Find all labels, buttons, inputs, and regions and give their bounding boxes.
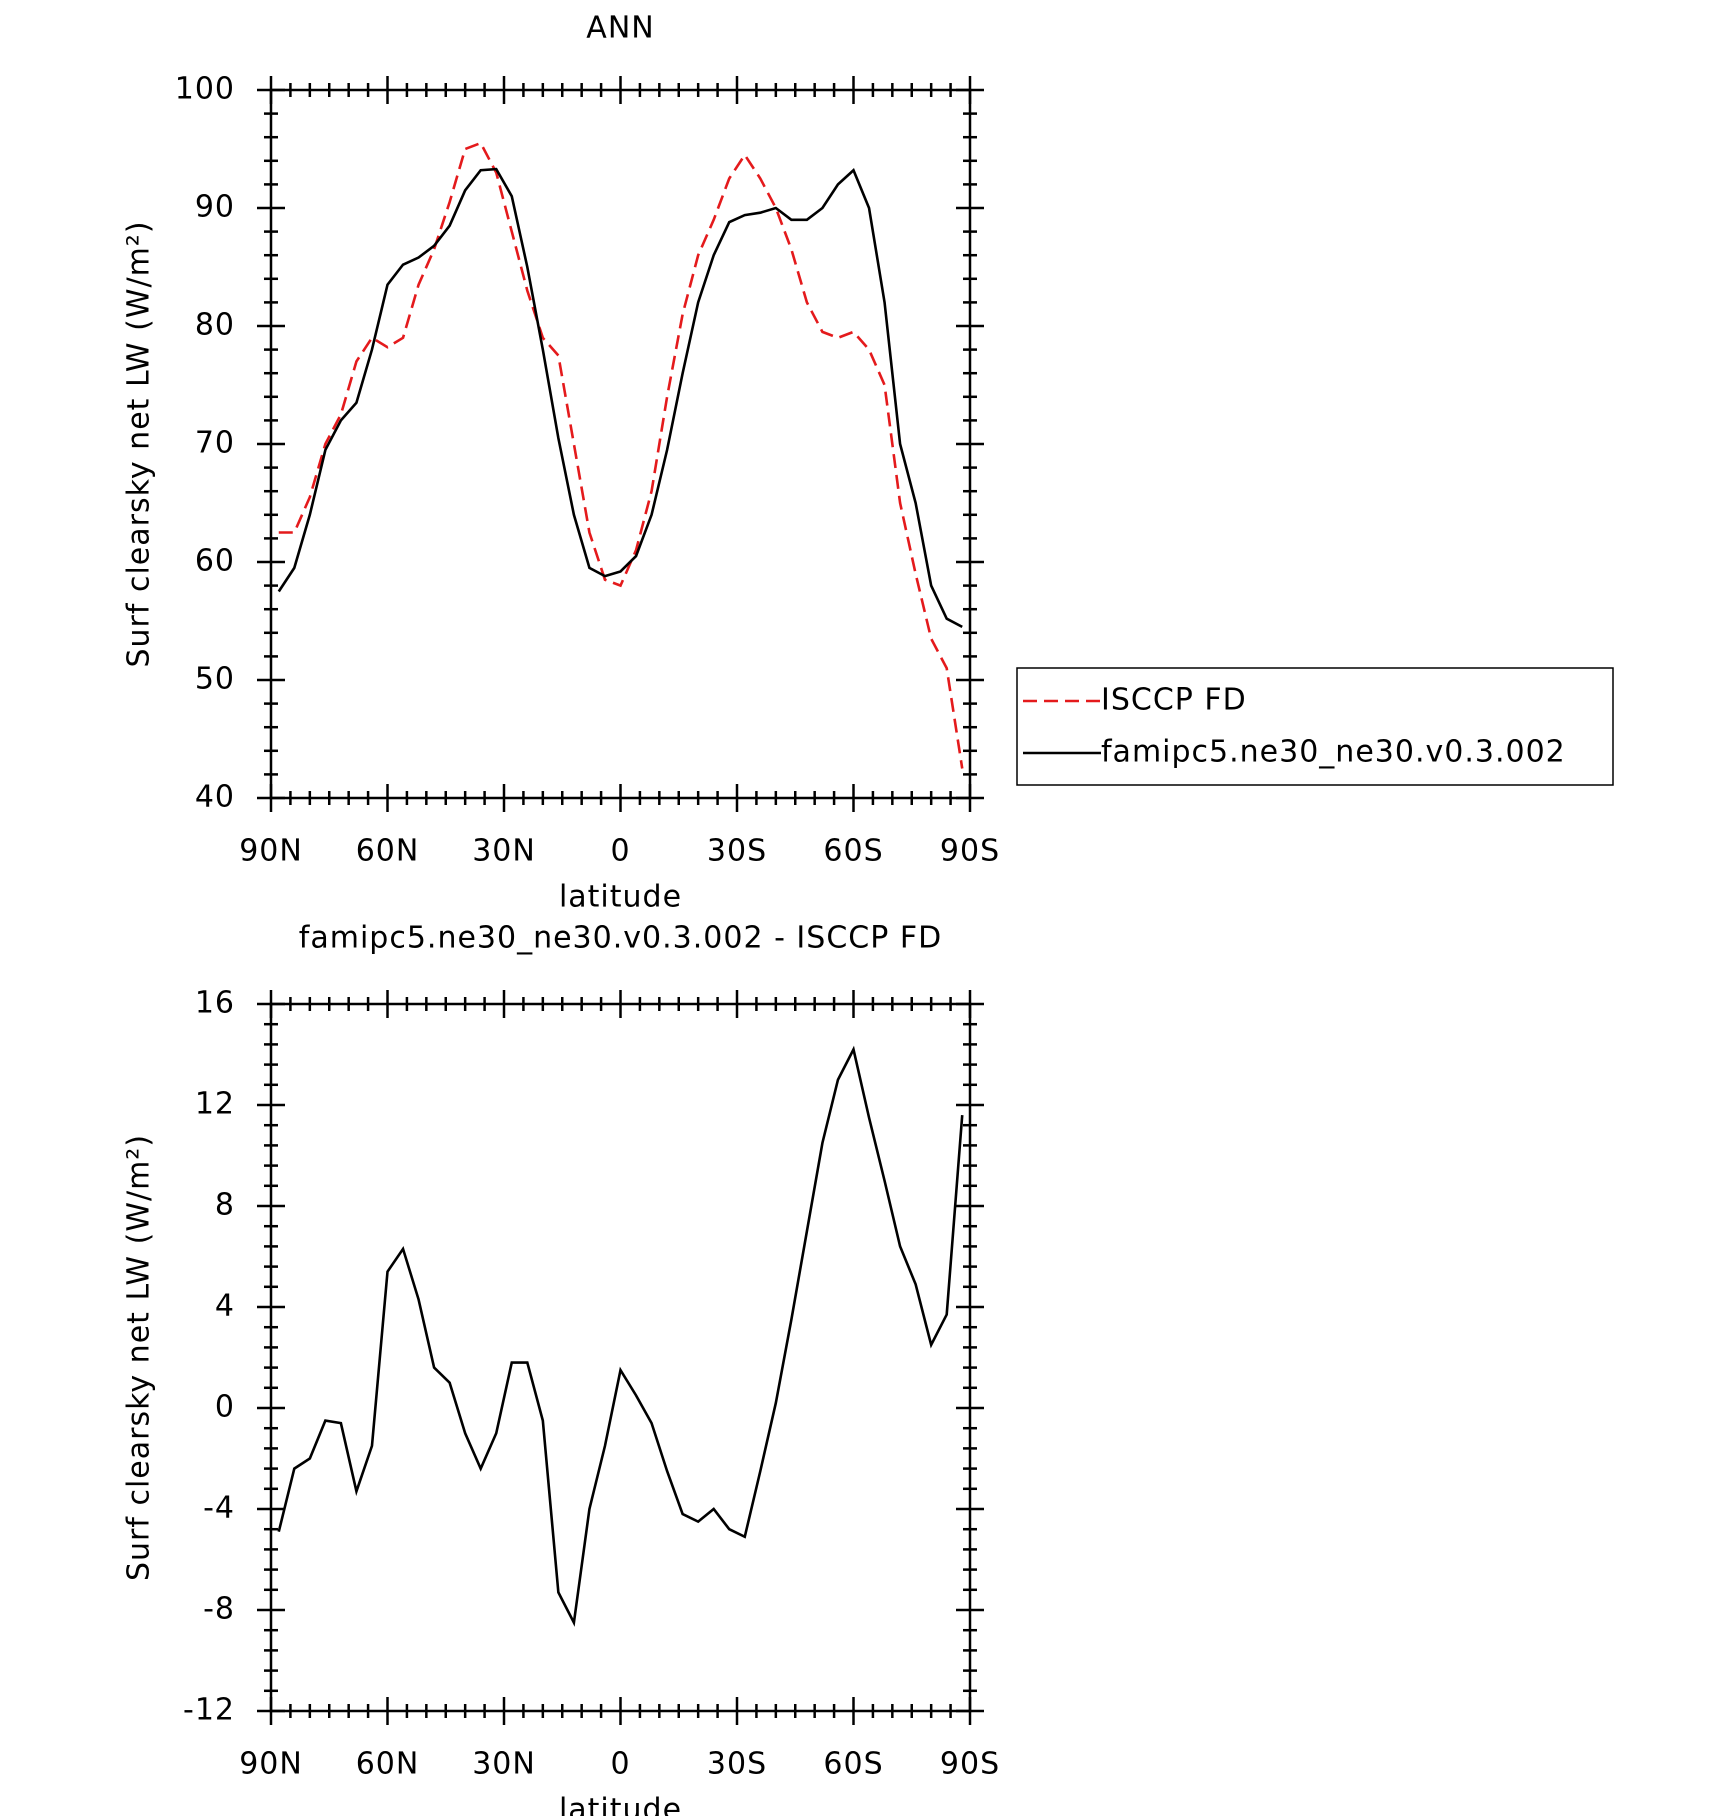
x-tick-label: 90N bbox=[239, 1747, 303, 1782]
y-tick-label: 90 bbox=[195, 190, 235, 225]
y-axis-label: Surf clearsky net LW (W/m²) bbox=[122, 220, 157, 667]
y-tick-label: 8 bbox=[215, 1188, 235, 1223]
x-tick-label: 30S bbox=[707, 834, 767, 869]
x-tick-label: 60N bbox=[356, 834, 420, 869]
y-tick-label: 12 bbox=[195, 1087, 235, 1122]
x-axis-label: latitude bbox=[559, 1793, 682, 1816]
y-tick-label: -4 bbox=[203, 1491, 235, 1526]
data-line bbox=[278, 141, 964, 769]
y-tick-label: 80 bbox=[195, 308, 235, 343]
data-line bbox=[277, 1045, 964, 1627]
y-axis-label: Surf clearsky net LW (W/m²) bbox=[122, 1134, 157, 1581]
y-tick-label: -12 bbox=[183, 1693, 235, 1728]
x-tick-label: 0 bbox=[610, 834, 630, 869]
chart-title: ANN bbox=[586, 11, 654, 46]
y-tick-label: 16 bbox=[195, 986, 235, 1021]
x-tick-label: 90S bbox=[940, 834, 1000, 869]
y-tick-label: 40 bbox=[195, 780, 235, 815]
legend-label: famipc5.ne30_ne30.v0.3.002 bbox=[1101, 735, 1566, 770]
x-tick-label: 30S bbox=[707, 1747, 767, 1782]
y-tick-label: 0 bbox=[215, 1390, 235, 1425]
x-tick-label: 60S bbox=[823, 834, 883, 869]
x-axis-label: latitude bbox=[559, 880, 682, 915]
x-tick-label: 30N bbox=[472, 834, 536, 869]
legend-box bbox=[1016, 667, 1614, 786]
data-line bbox=[277, 167, 963, 629]
x-tick-label: 0 bbox=[610, 1747, 630, 1782]
y-tick-label: 70 bbox=[195, 426, 235, 461]
x-tick-label: 30N bbox=[472, 1747, 536, 1782]
y-tick-label: -8 bbox=[203, 1592, 235, 1627]
plot-frame bbox=[269, 1002, 972, 1713]
x-tick-label: 90N bbox=[239, 834, 303, 869]
chart-title: famipc5.ne30_ne30.v0.3.002 - ISCCP FD bbox=[299, 921, 942, 956]
x-tick-label: 60N bbox=[356, 1747, 420, 1782]
y-tick-label: 60 bbox=[195, 544, 235, 579]
x-tick-label: 90S bbox=[940, 1747, 1000, 1782]
plot-frame bbox=[269, 88, 972, 800]
x-tick-label: 60S bbox=[823, 1747, 883, 1782]
y-tick-label: 50 bbox=[195, 662, 235, 697]
legend-label: ISCCP FD bbox=[1101, 683, 1247, 718]
y-tick-label: 100 bbox=[175, 72, 235, 107]
y-tick-label: 4 bbox=[215, 1289, 235, 1324]
